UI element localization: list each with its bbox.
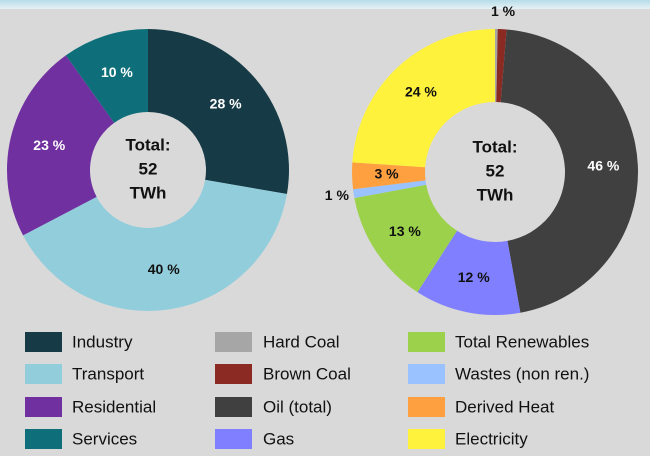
value-label: 1 % — [325, 187, 350, 203]
legend-swatch — [408, 332, 445, 352]
donut-slice — [496, 29, 507, 103]
donut-slice — [352, 29, 495, 168]
donut-slice — [65, 29, 148, 123]
legend-swatch — [215, 332, 252, 352]
legend-label: Brown Coal — [263, 364, 351, 383]
legend-swatch — [408, 364, 445, 384]
legend-swatch — [25, 429, 62, 449]
center-total: 52 — [139, 159, 158, 178]
legend-label: Wastes (non ren.) — [455, 364, 589, 383]
legend-label: Transport — [72, 364, 144, 383]
center-unit: TWh — [130, 183, 167, 202]
center-label: Total: — [472, 137, 517, 156]
center-label: Total: — [125, 135, 170, 154]
legend-swatch — [215, 397, 252, 417]
value-label: 40 % — [148, 261, 180, 277]
legend-swatch — [25, 364, 62, 384]
legend-label: Total Renewables — [455, 332, 589, 351]
value-label: 23 % — [33, 137, 65, 153]
legend-swatch — [408, 397, 445, 417]
value-label: 12 % — [458, 269, 490, 285]
donut-slice — [500, 29, 638, 313]
value-label: 1 % — [491, 3, 516, 19]
donut-slice — [495, 29, 498, 103]
center-unit: TWh — [477, 185, 514, 204]
value-label: 46 % — [587, 157, 619, 173]
donut-slice — [417, 230, 521, 315]
legend-label: Electricity — [455, 429, 528, 448]
legend-swatch — [25, 397, 62, 417]
donut-slice — [6, 55, 115, 236]
legend-swatch — [215, 429, 252, 449]
donut-slice — [353, 180, 427, 199]
donut-slice — [354, 184, 458, 293]
legend-label: Derived Heat — [455, 397, 554, 416]
legend-swatch — [215, 364, 252, 384]
value-label: 24 % — [405, 83, 437, 99]
legend-label: Industry — [72, 332, 133, 351]
legend-label: Oil (total) — [263, 397, 332, 416]
top-band — [0, 0, 650, 9]
legend-swatch — [408, 429, 445, 449]
legend-label: Residential — [72, 397, 156, 416]
value-label: 28 % — [210, 95, 242, 111]
donut-slice — [148, 29, 289, 195]
donut-slice — [23, 179, 287, 311]
value-label: 3 % — [374, 166, 399, 182]
donut-slice — [352, 162, 426, 190]
value-label: 13 % — [389, 223, 421, 239]
center-total: 52 — [486, 161, 505, 180]
legend-swatch — [25, 332, 62, 352]
value-label: 10 % — [101, 64, 133, 80]
legend-label: Gas — [263, 429, 294, 448]
legend-label: Services — [72, 429, 137, 448]
legend-label: Hard Coal — [263, 332, 340, 351]
